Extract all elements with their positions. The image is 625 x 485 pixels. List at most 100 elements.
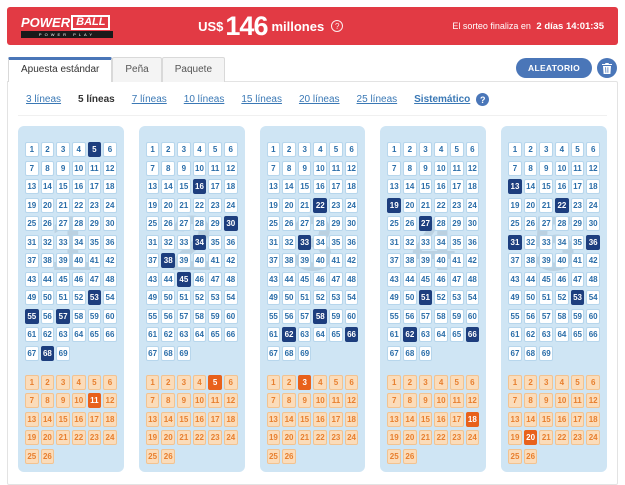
main-number-36[interactable]: 36: [103, 234, 117, 250]
main-number-36[interactable]: 36: [586, 234, 600, 250]
powerball-number-9[interactable]: 9: [297, 393, 312, 408]
line-option-25-líneas[interactable]: 25 líneas: [356, 94, 398, 105]
main-number-32[interactable]: 32: [523, 234, 538, 250]
main-number-69[interactable]: 69: [177, 345, 191, 361]
main-number-24[interactable]: 24: [586, 197, 600, 213]
main-number-36[interactable]: 36: [465, 234, 480, 250]
main-number-62[interactable]: 62: [282, 327, 296, 342]
main-number-31[interactable]: 31: [25, 234, 39, 250]
powerball-number-20[interactable]: 20: [282, 430, 296, 445]
main-number-11[interactable]: 11: [449, 160, 464, 176]
main-number-37[interactable]: 37: [266, 253, 281, 268]
main-number-14[interactable]: 14: [40, 179, 55, 194]
main-number-21[interactable]: 21: [539, 197, 554, 213]
main-number-65[interactable]: 65: [329, 327, 343, 342]
main-number-22[interactable]: 22: [192, 197, 207, 213]
main-number-40[interactable]: 40: [434, 253, 448, 268]
main-number-69[interactable]: 69: [297, 345, 312, 361]
powerball-number-6[interactable]: 6: [223, 374, 238, 390]
main-number-58[interactable]: 58: [313, 308, 328, 324]
main-number-18[interactable]: 18: [344, 179, 359, 194]
powerball-number-19[interactable]: 19: [266, 430, 281, 445]
main-number-42[interactable]: 42: [344, 253, 359, 268]
main-number-66[interactable]: 66: [103, 327, 117, 342]
powerball-number-16[interactable]: 16: [555, 411, 569, 427]
powerball-number-2[interactable]: 2: [161, 374, 176, 390]
main-number-29[interactable]: 29: [570, 216, 585, 231]
main-number-64[interactable]: 64: [313, 327, 328, 342]
main-number-52[interactable]: 52: [192, 290, 207, 305]
powerball-number-26[interactable]: 26: [523, 448, 538, 464]
powerball-number-9[interactable]: 9: [418, 393, 433, 408]
powerball-number-1[interactable]: 1: [387, 374, 402, 390]
powerball-number-26[interactable]: 26: [40, 448, 55, 464]
main-number-53[interactable]: 53: [570, 290, 585, 305]
main-number-48[interactable]: 48: [344, 271, 359, 287]
main-number-39[interactable]: 39: [539, 253, 554, 268]
main-number-20[interactable]: 20: [403, 197, 417, 213]
powerball-number-21[interactable]: 21: [56, 430, 70, 445]
powerball-number-10[interactable]: 10: [434, 393, 448, 408]
powerball-number-25[interactable]: 25: [25, 448, 39, 464]
main-number-2[interactable]: 2: [40, 142, 55, 157]
main-number-50[interactable]: 50: [161, 290, 176, 305]
main-number-16[interactable]: 16: [313, 179, 328, 194]
main-number-7[interactable]: 7: [25, 160, 39, 176]
main-number-13[interactable]: 13: [508, 179, 522, 194]
main-number-62[interactable]: 62: [523, 327, 538, 342]
main-number-23[interactable]: 23: [87, 197, 102, 213]
main-number-44[interactable]: 44: [161, 271, 176, 287]
powerball-number-8[interactable]: 8: [282, 393, 296, 408]
main-number-50[interactable]: 50: [40, 290, 55, 305]
main-number-15[interactable]: 15: [539, 179, 554, 194]
main-number-53[interactable]: 53: [208, 290, 222, 305]
main-number-48[interactable]: 48: [586, 271, 600, 287]
main-number-20[interactable]: 20: [282, 197, 296, 213]
powerball-number-7[interactable]: 7: [25, 393, 39, 408]
main-number-39[interactable]: 39: [177, 253, 191, 268]
powerball-number-25[interactable]: 25: [266, 448, 281, 464]
main-number-67[interactable]: 67: [25, 345, 39, 361]
main-number-7[interactable]: 7: [387, 160, 402, 176]
main-number-21[interactable]: 21: [297, 197, 312, 213]
main-number-28[interactable]: 28: [434, 216, 448, 231]
main-number-43[interactable]: 43: [25, 271, 39, 287]
main-number-48[interactable]: 48: [465, 271, 480, 287]
powerball-number-8[interactable]: 8: [40, 393, 55, 408]
powerball-number-10[interactable]: 10: [71, 393, 86, 408]
main-number-4[interactable]: 4: [71, 142, 86, 157]
main-number-55[interactable]: 55: [145, 308, 160, 324]
powerball-number-14[interactable]: 14: [523, 411, 538, 427]
powerball-number-16[interactable]: 16: [313, 411, 328, 427]
main-number-13[interactable]: 13: [266, 179, 281, 194]
main-number-46[interactable]: 46: [313, 271, 328, 287]
main-number-50[interactable]: 50: [523, 290, 538, 305]
main-number-9[interactable]: 9: [297, 160, 312, 176]
main-number-38[interactable]: 38: [403, 253, 417, 268]
main-number-6[interactable]: 6: [223, 142, 238, 157]
powerball-number-8[interactable]: 8: [161, 393, 176, 408]
main-number-20[interactable]: 20: [40, 197, 55, 213]
main-number-67[interactable]: 67: [508, 345, 522, 361]
main-number-30[interactable]: 30: [103, 216, 117, 231]
powerball-number-2[interactable]: 2: [40, 374, 55, 390]
powerball-number-19[interactable]: 19: [508, 430, 522, 445]
main-number-31[interactable]: 31: [508, 234, 522, 250]
main-number-31[interactable]: 31: [266, 234, 281, 250]
main-number-37[interactable]: 37: [145, 253, 160, 268]
main-number-16[interactable]: 16: [434, 179, 448, 194]
main-number-26[interactable]: 26: [40, 216, 55, 231]
main-number-63[interactable]: 63: [539, 327, 554, 342]
main-number-36[interactable]: 36: [344, 234, 359, 250]
main-number-69[interactable]: 69: [418, 345, 433, 361]
main-number-68[interactable]: 68: [403, 345, 417, 361]
powerball-number-22[interactable]: 22: [71, 430, 86, 445]
main-number-45[interactable]: 45: [177, 271, 191, 287]
powerball-number-24[interactable]: 24: [465, 430, 480, 445]
powerball-number-18[interactable]: 18: [465, 411, 480, 427]
main-number-60[interactable]: 60: [103, 308, 117, 324]
main-number-55[interactable]: 55: [387, 308, 402, 324]
main-number-1[interactable]: 1: [266, 142, 281, 157]
main-number-34[interactable]: 34: [71, 234, 86, 250]
main-number-5[interactable]: 5: [570, 142, 585, 157]
